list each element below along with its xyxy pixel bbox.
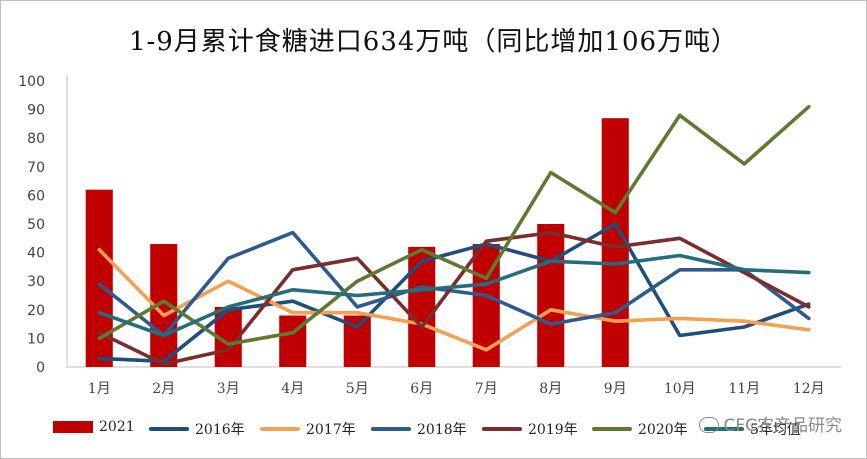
legend-label: 2018年 [417,422,467,438]
x-tick-label: 12月 [793,381,825,397]
bar [85,189,113,367]
series-line-2018 [97,230,811,338]
legend-line-swatch [704,427,744,431]
x-tick-label: 9月 [604,381,627,397]
legend-label: 2017年 [306,422,356,438]
legend-line-swatch [592,427,632,431]
x-tick-label: 2月 [152,381,175,397]
series-line-2019 [97,230,811,366]
x-tick-label: 6月 [410,381,433,397]
y-tick-label: 10 [27,331,45,347]
y-tick-label: 60 [27,188,45,204]
x-tick-label: 3月 [217,381,240,397]
legend-line-swatch [260,427,300,431]
wechat-icon [699,417,720,433]
x-tick-label: 1月 [88,381,111,397]
legend-label: 2016年 [195,422,245,438]
legend-label: 2021 [99,419,135,435]
legend-line-swatch [371,427,411,431]
y-tick-label: 0 [36,360,45,376]
series-line-2017 [97,247,811,352]
y-tick-label: 70 [27,160,45,176]
series-line-2016 [97,222,811,364]
y-tick-label: 80 [27,131,45,147]
x-tick-label: 8月 [539,381,562,397]
series-line-5 [97,253,811,338]
legend-label: 5年均值 [750,422,801,438]
x-tick-label: 11月 [728,381,760,397]
watermark: CFC农产品研究 [699,411,842,436]
y-tick-label: 90 [27,103,45,119]
x-tick-label: 10月 [664,381,696,397]
y-tick-label: 100 [18,74,45,90]
y-tick-label: 20 [27,303,45,319]
bar [408,246,436,367]
legend-line-swatch [482,427,522,431]
y-tick-label: 50 [27,217,45,233]
legend-line-swatch [149,427,189,431]
x-tick-label: 4月 [281,381,304,397]
y-tick-label: 40 [27,246,45,262]
series-line-2020 [97,104,811,346]
legend-label: 2020年 [638,422,688,438]
y-tick-label: 30 [27,274,45,290]
bar [537,224,565,367]
chart-title: 1-9月累计食糖进口634万吨（同比增加106万吨） [128,27,739,57]
legend-bar-swatch [53,421,93,433]
x-tick-label: 7月 [475,381,498,397]
legend-label: 2019年 [528,422,578,438]
x-tick-label: 5月 [346,381,369,397]
watermark-text: CFC农产品研究 [723,416,842,436]
